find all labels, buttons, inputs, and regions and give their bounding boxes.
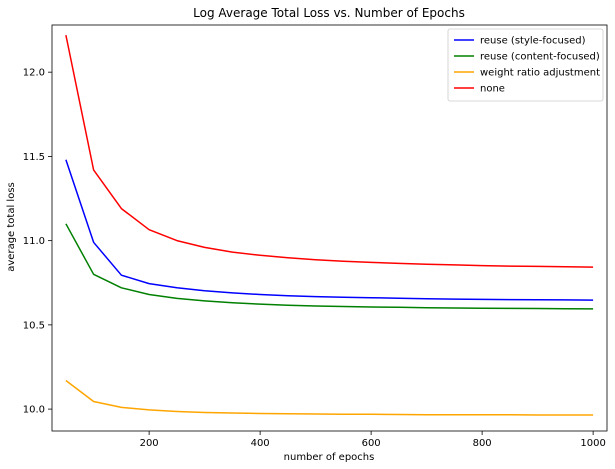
y-axis-label: average total loss [6,182,17,271]
x-tick-label: 400 [251,438,270,449]
y-tick-label: 11.0 [23,236,45,247]
legend-entry: none [480,84,505,95]
legend-entry: reuse (style-focused) [480,36,586,47]
series-layer [65,34,594,416]
x-tick-label: 800 [473,438,492,449]
x-tick-label: 600 [362,438,381,449]
x-tick-label: 1000 [580,438,605,449]
legend-entry: reuse (content-focused) [480,52,600,63]
legend: reuse (style-focused) reuse (content-focu… [447,28,604,102]
y-axis: 10.0 10.5 11.0 11.5 12.0 [23,68,52,416]
y-tick-label: 11.5 [23,152,45,163]
series-line-reuse-content-focused [65,223,594,310]
series-line-weight-ratio-adjustment [65,379,594,416]
series-line-reuse-style-focused [65,159,594,301]
legend-box [447,28,604,102]
legend-entry: weight ratio adjustment [480,68,600,79]
x-tick-label: 200 [140,438,159,449]
x-axis-label: number of epochs [284,452,375,463]
y-tick-label: 10.5 [23,320,45,331]
chart-title: Log Average Total Loss vs. Number of Epo… [193,6,465,20]
x-axis: 200 400 600 800 1000 [140,431,606,449]
series-line-none [65,34,594,268]
y-tick-label: 12.0 [23,68,45,79]
y-tick-label: 10.0 [23,405,45,416]
